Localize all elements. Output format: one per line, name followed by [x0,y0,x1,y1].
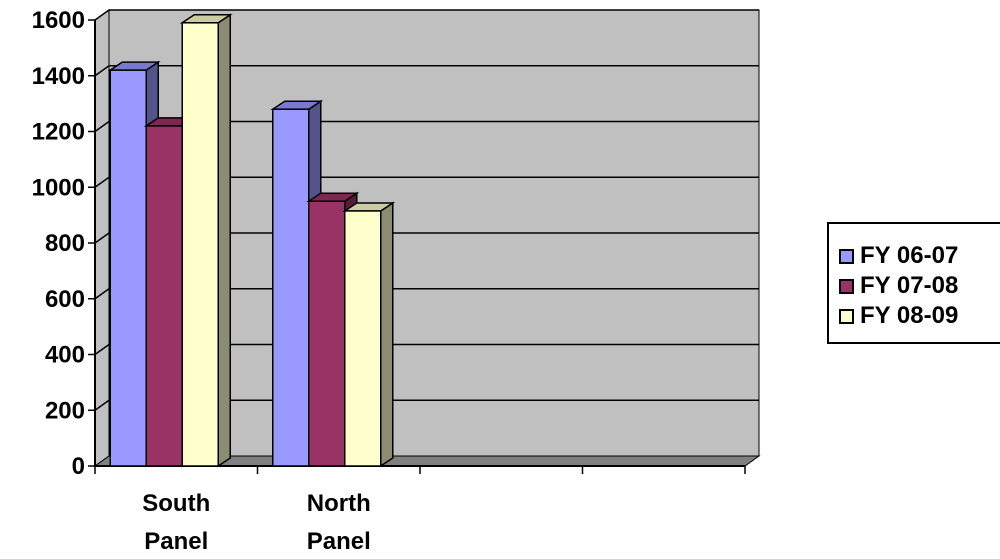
legend-swatch-fy-08-09 [839,308,854,324]
legend-label: FY 08-09 [860,302,959,329]
gridline [94,65,759,77]
y-tick-label: 0 [72,453,85,480]
gridline [94,9,759,21]
y-tick-label: 1000 [32,174,85,201]
y-tick-label: 200 [45,397,85,424]
legend-swatch-fy-06-07 [839,248,854,264]
bar-fy-08-09-north-panel-side [380,201,394,468]
legend-label: FY 06-07 [860,242,959,269]
x-category-label: Panel [144,528,208,555]
y-tick-label: 400 [45,342,85,369]
gridline [94,176,759,188]
gridlines [94,9,759,411]
gridline [94,232,759,244]
bar-fy-08-09-south-panel-front [181,22,219,467]
legend-item-fy-08-09: FY 08-09 [839,302,958,330]
x-category-label: South [142,490,210,517]
bars [107,13,396,468]
y-tick-label: 800 [45,230,85,257]
x-category-label: Panel [307,528,371,555]
bar-fy-08-09-north-panel-front [344,210,382,467]
bar-fy-07-08-north-panel-front [308,200,346,467]
bar-fy-06-07-north-panel-front [272,108,310,467]
bar-fy-08-09-south-panel [179,13,233,468]
y-tick-label: 1200 [32,119,85,146]
legend-item-fy-07-08: FY 07-08 [839,272,958,300]
gridline [94,288,759,300]
y-tick-labels: 0 200 400 600 800 1000 1200 1400 1600 [32,7,85,480]
legend-item-fy-06-07: FY 06-07 [839,242,958,270]
gridline [94,120,759,133]
legend-label: FY 07-08 [860,272,959,299]
legend-swatch-fy-07-08 [839,278,854,294]
y-tick-label: 600 [45,286,85,313]
bar-fy-06-07-south-panel-front [109,69,147,467]
legend: FY 06-07 FY 07-08 FY 08-09 [827,222,1000,344]
y-tick-label: 1400 [32,63,85,90]
bar-fy-08-09-north-panel [342,201,396,468]
bar-fy-07-08-south-panel-front [145,125,183,467]
x-category-label: North [307,490,371,517]
y-tick-label: 1600 [32,7,85,34]
bar-fy-08-09-south-panel-side [217,13,231,468]
gridline [94,399,759,411]
x-category-labels: South Panel North Panel [142,490,371,555]
gridline [94,343,759,356]
